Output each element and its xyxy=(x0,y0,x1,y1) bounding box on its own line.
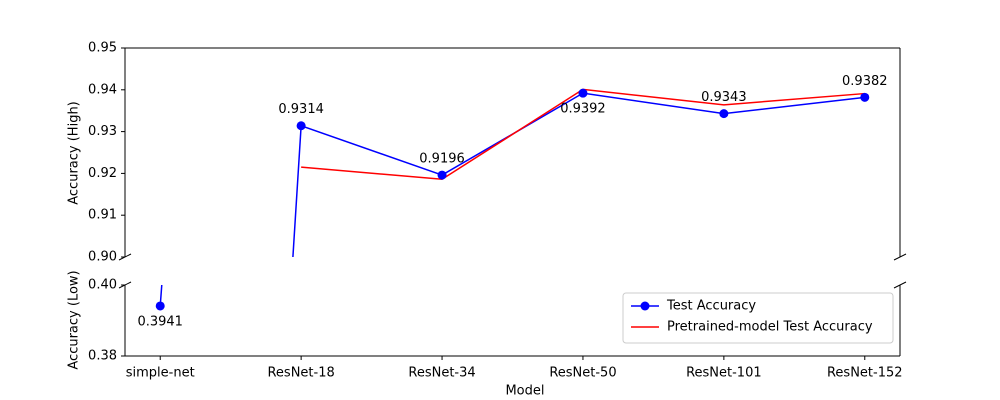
y-axis-label: Accuracy (Low) xyxy=(67,270,82,369)
y-tick-label: 0.38 xyxy=(88,349,117,364)
point xyxy=(578,88,588,98)
point xyxy=(860,92,870,102)
x-tick-label: ResNet-50 xyxy=(549,366,616,381)
point xyxy=(296,121,306,131)
x-tick-label: ResNet-34 xyxy=(408,366,475,381)
legend-label: Test Accuracy xyxy=(666,299,756,314)
data-label: 0.9343 xyxy=(701,90,747,105)
y-tick-label: 0.91 xyxy=(88,208,117,223)
line-series xyxy=(159,285,163,307)
legend-box xyxy=(622,292,894,344)
point xyxy=(719,109,729,119)
line-series xyxy=(292,92,865,257)
y-tick-label: 0.90 xyxy=(88,250,117,265)
y-tick-label: 0.93 xyxy=(88,124,117,139)
data-label: 0.9392 xyxy=(560,102,606,117)
y-tick-label: 0.40 xyxy=(88,278,117,293)
axis-break xyxy=(893,281,907,289)
plot-area xyxy=(159,285,163,307)
data-label: 0.9382 xyxy=(842,74,888,89)
axis-break xyxy=(893,253,907,261)
legend-label: Pretrained-model Test Accuracy xyxy=(667,320,873,335)
x-tick-label: ResNet-101 xyxy=(686,366,762,381)
point xyxy=(437,170,447,180)
legend-marker xyxy=(640,301,650,311)
y-tick-label: 0.94 xyxy=(88,82,117,97)
x-tick-label: ResNet-152 xyxy=(827,366,903,381)
plot-area xyxy=(292,88,865,257)
y-tick-label: 0.92 xyxy=(88,166,117,181)
y-axis-label: Accuracy (High) xyxy=(67,101,82,205)
y-tick-label: 0.95 xyxy=(88,41,117,56)
data-label: 0.3941 xyxy=(137,314,183,329)
data-label: 0.9314 xyxy=(278,102,324,117)
x-tick-label: ResNet-18 xyxy=(267,366,334,381)
x-axis-label: Model xyxy=(505,384,544,399)
data-label: 0.9196 xyxy=(419,152,465,167)
x-tick-label: simple-net xyxy=(126,366,195,381)
point xyxy=(155,301,165,311)
